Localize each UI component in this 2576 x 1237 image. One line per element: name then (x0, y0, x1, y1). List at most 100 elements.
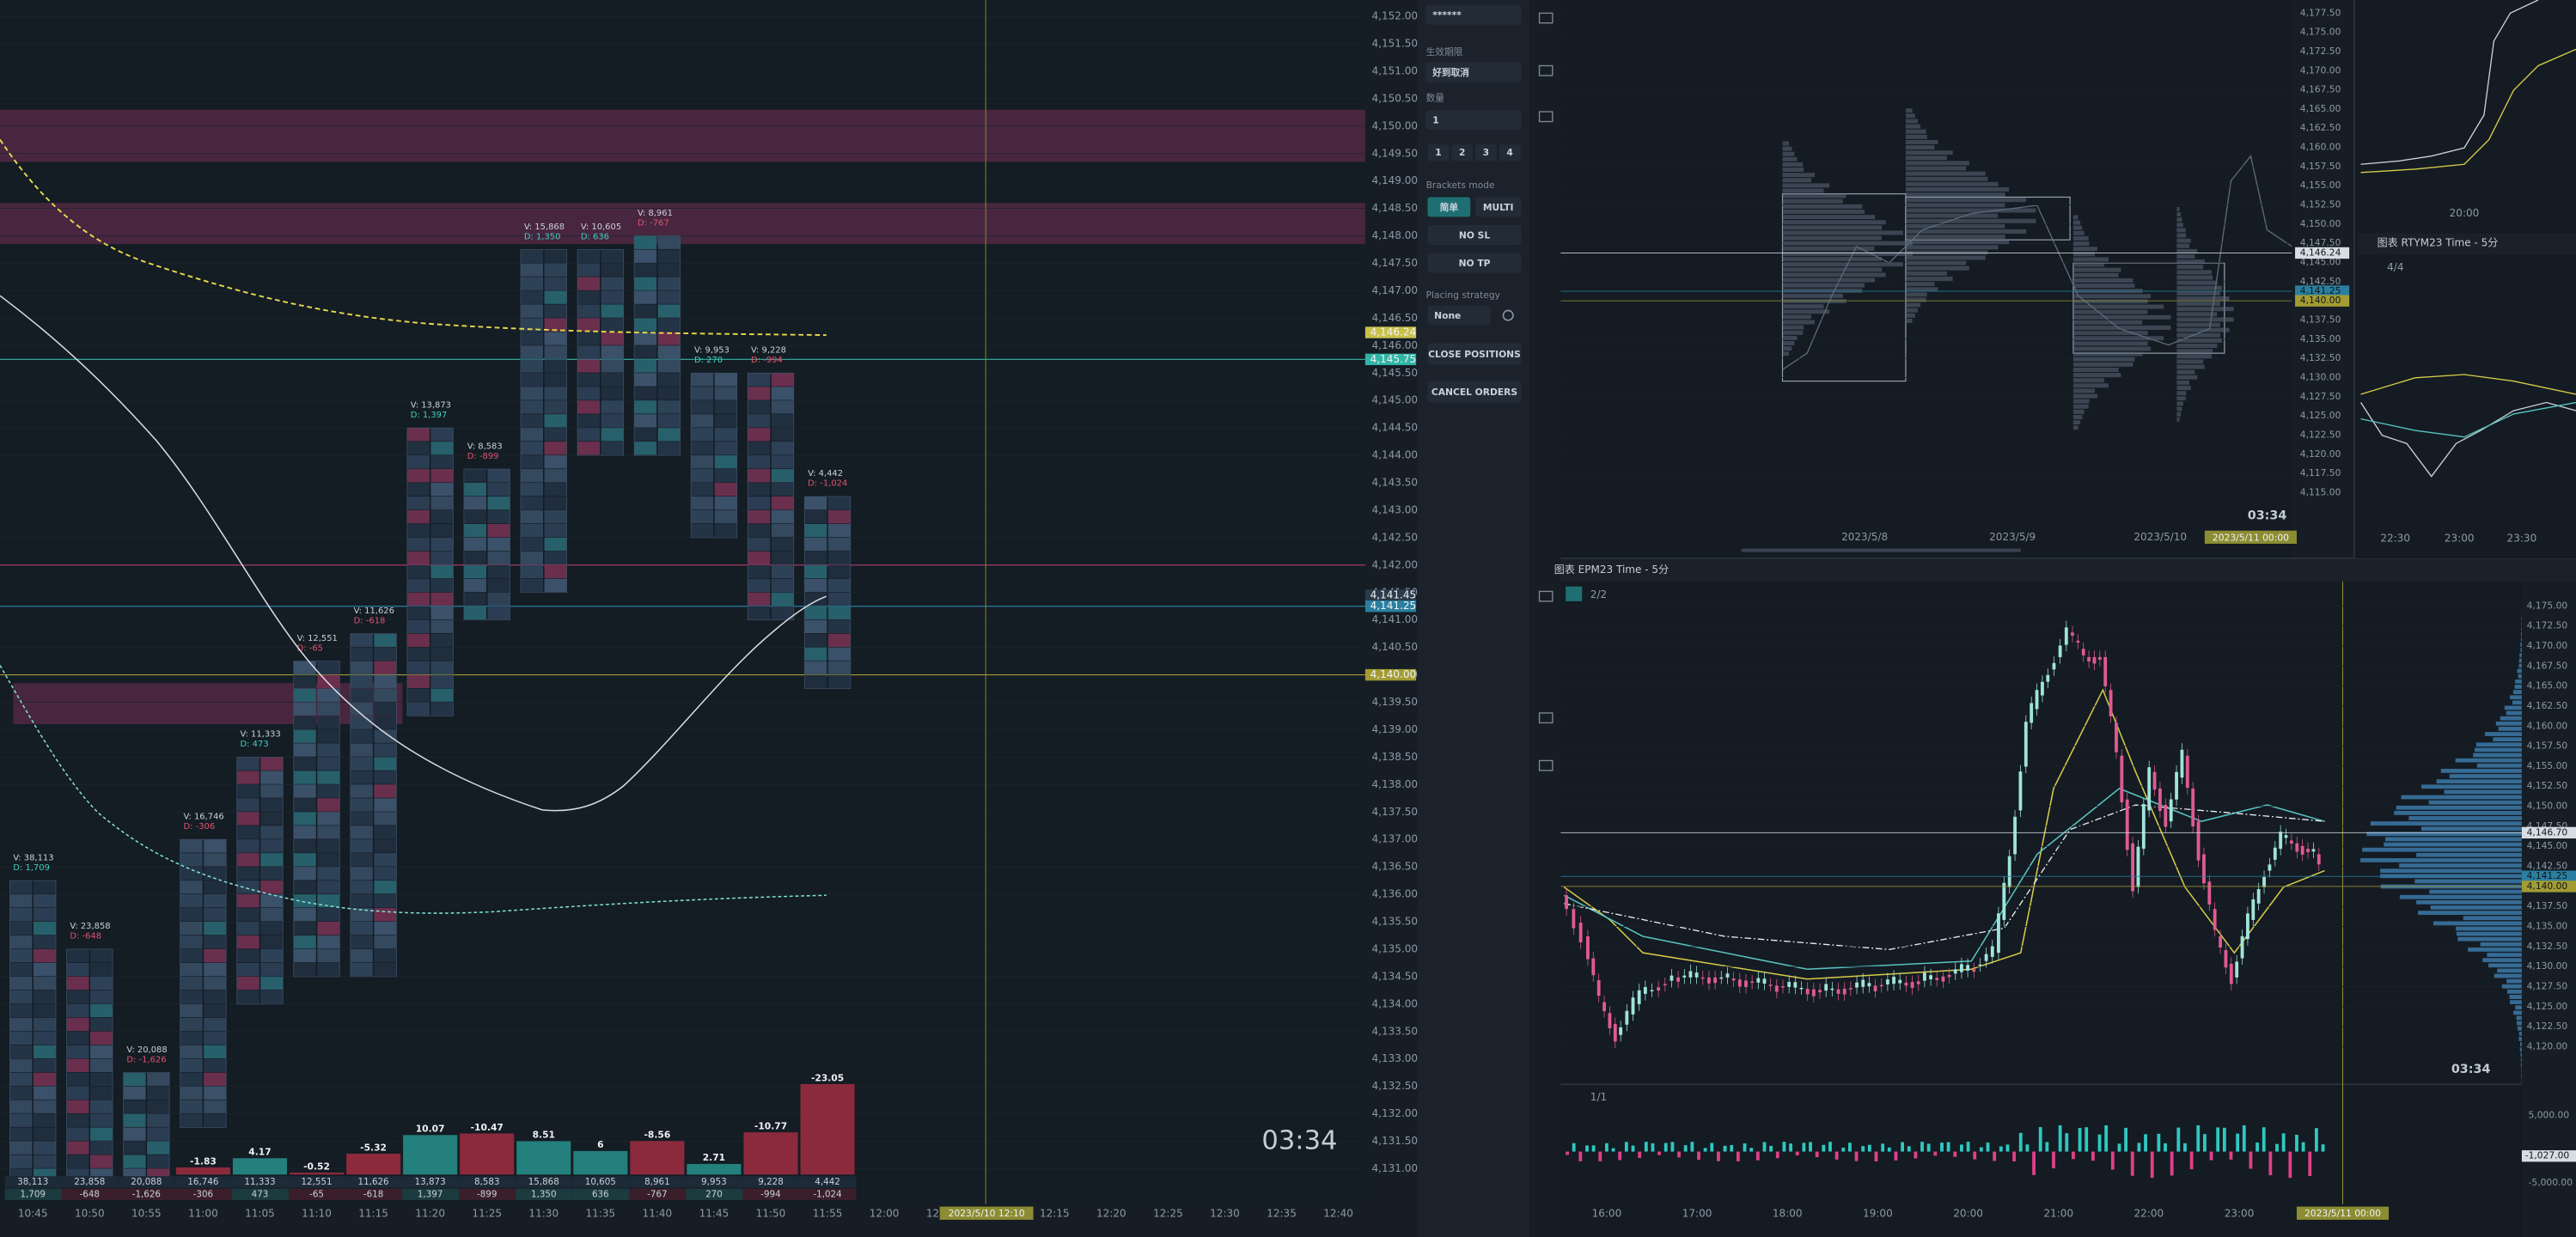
strategy-select[interactable] (1427, 305, 1491, 326)
tool-icon[interactable] (1538, 712, 1554, 724)
bracket-multi-button[interactable] (1474, 197, 1522, 217)
footprint-cell (204, 1100, 227, 1113)
footprint-cell (577, 290, 601, 304)
profile-bar (2176, 285, 2222, 290)
tool-icon[interactable] (1538, 12, 1554, 24)
footprint-cell (430, 633, 454, 647)
tool-icon[interactable] (1538, 111, 1554, 123)
sub-bar (1914, 1151, 1918, 1159)
footprint-cell (544, 551, 567, 565)
footprint-range (747, 372, 795, 621)
time-label: 22:00 (2134, 1208, 2164, 1220)
page-toggle[interactable] (1566, 586, 1583, 601)
footprint-cell (34, 948, 57, 963)
preset-button[interactable] (1474, 144, 1497, 161)
footprint-cell (317, 812, 340, 826)
footprint-cell (601, 428, 624, 442)
volume-value: 11,333 (244, 1177, 275, 1187)
sub-bar (1598, 1151, 1602, 1161)
footprint-cell (180, 1003, 203, 1018)
volume-header: V: 13,873 (411, 400, 451, 410)
profile-bar (2072, 404, 2089, 409)
footprint-cell (430, 497, 454, 510)
no-sl-button[interactable] (1427, 224, 1522, 245)
footprint-cell (180, 990, 203, 1004)
footprint-cell (487, 606, 510, 620)
close-positions-button[interactable] (1427, 343, 1522, 365)
footprint-cell (463, 523, 486, 538)
profile-bar (1782, 193, 1847, 198)
profile-bar (2176, 386, 2191, 390)
profile-bar (2514, 685, 2522, 689)
delta-cell (686, 1188, 743, 1200)
footprint-cell (34, 908, 57, 922)
sub-bar (2025, 1144, 2030, 1152)
profile-bar (2072, 326, 2171, 330)
tool-icon[interactable] (1538, 590, 1554, 602)
footprint-cell (714, 523, 737, 538)
footprint-cell (260, 867, 284, 881)
preset-button[interactable] (1451, 144, 1474, 161)
preset-button[interactable] (1427, 144, 1450, 161)
candle-body (1643, 987, 1647, 994)
footprint-cell (714, 509, 737, 524)
candle-body (2273, 847, 2277, 860)
footprint-cell (350, 784, 373, 798)
top-right-axis (2292, 0, 2354, 559)
footprint-cell (147, 1113, 170, 1127)
footprint-cell (180, 948, 203, 963)
settings-icon[interactable] (1502, 309, 1514, 321)
tif-select[interactable] (1425, 62, 1522, 82)
price-tick-label: 4,143.50 (1372, 477, 1419, 489)
profile-bar (1905, 213, 1998, 218)
bottom-right-axis (2521, 581, 2576, 1237)
candle-body (2306, 849, 2310, 853)
candle-body (1842, 988, 1847, 995)
price-tick-label: 4,142.50 (1372, 531, 1419, 543)
footprint-cell (34, 1127, 57, 1141)
profile-bar (2176, 280, 2218, 285)
profile-bar (1905, 277, 1953, 282)
price-tick-label: 4,157.50 (2300, 161, 2341, 172)
price-tick-label: 4,120.00 (2527, 1041, 2568, 1052)
sub-bar (2229, 1151, 2233, 1160)
tool-icon[interactable] (1538, 759, 1554, 771)
price-tick-label: 4,135.00 (2300, 333, 2341, 344)
sub-bar (2222, 1127, 2226, 1152)
price-tick-label: 4,120.00 (2300, 448, 2341, 460)
profile-bar (1782, 262, 1903, 267)
profile-bar (1782, 168, 1804, 173)
qty-input[interactable] (1425, 110, 1522, 131)
preset-button[interactable] (1499, 144, 1521, 161)
footprint-cell (406, 551, 430, 565)
footprint-cell (236, 908, 259, 922)
footprint-cell (804, 537, 827, 551)
price-marker (1364, 326, 1417, 338)
account-input[interactable] (1425, 4, 1522, 25)
delta-value: -65 (309, 1189, 324, 1199)
delta-header: D: -994 (751, 356, 783, 365)
candle-body (2158, 788, 2162, 812)
time-label: 23:00 (2225, 1208, 2255, 1220)
footprint-cell (260, 757, 284, 771)
profile-bar (2072, 399, 2090, 404)
cancel-orders-button[interactable] (1427, 381, 1522, 403)
footprint-cell (521, 290, 544, 304)
profile-bar (2072, 235, 2089, 241)
delta-bar-label: -5.32 (360, 1142, 387, 1153)
footprint-cell (350, 948, 373, 963)
no-tp-button[interactable] (1427, 253, 1522, 273)
profile-bar (2072, 341, 2148, 346)
footprint-cell (350, 771, 373, 784)
profile-bar (1782, 198, 1843, 204)
footprint-cell (406, 619, 430, 634)
footprint-cell (293, 812, 316, 826)
volume-header: V: 23,858 (70, 922, 110, 931)
footprint-cell (714, 483, 737, 497)
bracket-simple-button[interactable] (1427, 197, 1471, 217)
scrollbar[interactable] (1741, 548, 2021, 552)
indicator-lines (0, 139, 827, 914)
tool-icon[interactable] (1538, 64, 1554, 76)
